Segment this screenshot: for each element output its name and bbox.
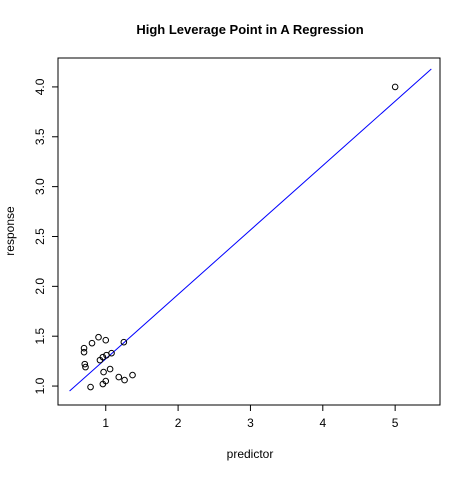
regression-line bbox=[69, 68, 432, 392]
y-tick-label: 3.0 bbox=[33, 178, 47, 195]
point bbox=[102, 336, 110, 344]
point bbox=[80, 344, 88, 352]
point bbox=[100, 368, 107, 376]
point bbox=[121, 376, 128, 384]
chart-title: High Leverage Point in A Regression bbox=[136, 22, 363, 37]
point bbox=[115, 373, 123, 381]
plot-box bbox=[57, 57, 441, 406]
point bbox=[106, 365, 114, 373]
point bbox=[80, 348, 88, 356]
point bbox=[120, 338, 128, 346]
point bbox=[82, 363, 89, 371]
point bbox=[102, 377, 110, 385]
x-tick-label: 5 bbox=[392, 416, 399, 430]
y-tick-label: 1.5 bbox=[33, 328, 47, 345]
x-tick-label: 4 bbox=[319, 416, 326, 430]
point bbox=[87, 383, 94, 391]
point bbox=[99, 353, 107, 361]
y-tick-label: 2.0 bbox=[33, 278, 47, 295]
x-tick-label: 3 bbox=[247, 416, 254, 430]
point bbox=[95, 333, 102, 341]
x-tick-label: 2 bbox=[175, 416, 182, 430]
y-tick-label: 4.0 bbox=[33, 78, 47, 95]
x-tick-label: 1 bbox=[102, 416, 109, 430]
point bbox=[88, 339, 96, 347]
point bbox=[81, 360, 89, 368]
y-tick-label: 3.5 bbox=[33, 128, 47, 145]
point bbox=[108, 349, 115, 357]
y-tick-label: 1.0 bbox=[33, 377, 47, 394]
x-axis-label: predictor bbox=[227, 447, 274, 461]
y-axis-label: response bbox=[3, 206, 17, 256]
point bbox=[391, 83, 399, 91]
y-tick-label: 2.5 bbox=[33, 228, 47, 245]
point bbox=[129, 371, 136, 379]
